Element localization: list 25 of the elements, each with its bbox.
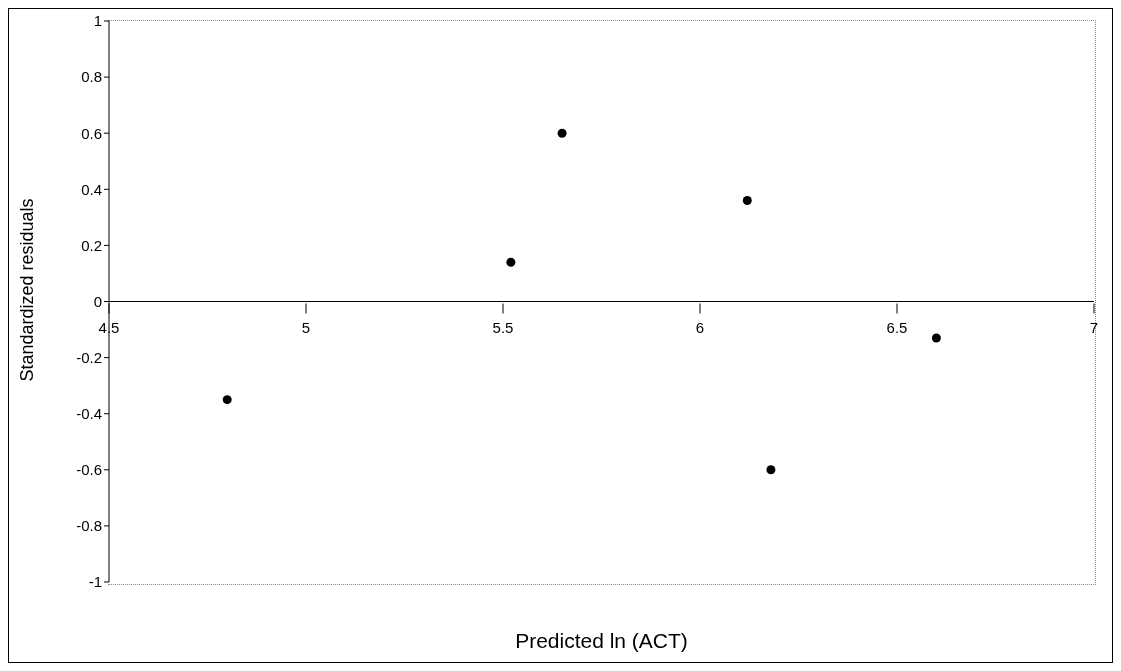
- point: [931, 333, 941, 343]
- x-tick-label: 4.5: [98, 318, 120, 336]
- y-tick-label: -1: [88, 573, 102, 591]
- y-tick-label: 0.8: [81, 68, 102, 86]
- point: [222, 395, 232, 405]
- x-axis-title: Predicted ln (ACT): [515, 629, 688, 652]
- y-tick-label: 0.2: [81, 236, 102, 254]
- y-tick-label: 0.6: [81, 124, 102, 142]
- y-axis-title: Standardized residuals: [17, 198, 38, 382]
- y-tick-label: -0.6: [76, 461, 102, 479]
- x-tick-label: 6.5: [886, 318, 908, 336]
- x-tick-label: 6: [695, 318, 705, 336]
- x-tick-label: 5.5: [492, 318, 514, 336]
- y-tick-label: 1: [93, 12, 102, 30]
- point: [766, 465, 776, 475]
- point: [506, 257, 516, 267]
- y-tick-label: 0.4: [81, 180, 102, 198]
- x-tick-label: 5: [301, 318, 311, 336]
- point: [557, 128, 567, 138]
- point: [742, 196, 752, 206]
- y-tick-label: -0.2: [76, 348, 102, 366]
- y-tick-label: -0.4: [76, 405, 102, 423]
- y-tick-label: -0.8: [76, 517, 102, 535]
- x-tick-label: 7: [1089, 318, 1099, 336]
- y-tick-label: 0: [93, 292, 102, 310]
